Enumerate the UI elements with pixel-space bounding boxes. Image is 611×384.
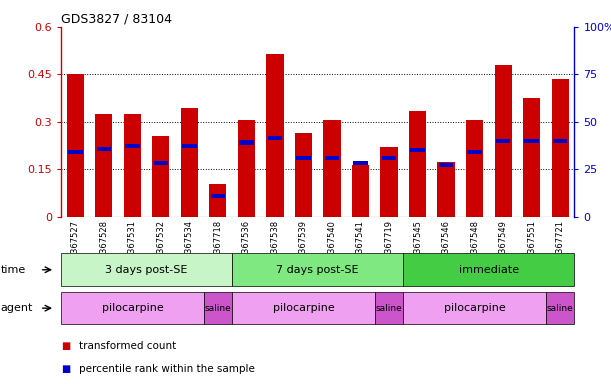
- Text: percentile rank within the sample: percentile rank within the sample: [79, 364, 255, 374]
- Bar: [403, 253, 574, 286]
- Bar: [95, 114, 112, 217]
- Bar: [466, 120, 483, 217]
- Bar: [182, 144, 197, 148]
- Bar: [61, 253, 232, 286]
- Bar: [211, 194, 225, 199]
- Text: transformed count: transformed count: [79, 341, 177, 351]
- Text: pilocarpine: pilocarpine: [101, 303, 163, 313]
- Text: time: time: [1, 265, 26, 275]
- Bar: [524, 139, 539, 143]
- Bar: [467, 150, 482, 154]
- Bar: [232, 253, 403, 286]
- Text: ■: ■: [61, 341, 70, 351]
- Bar: [125, 144, 140, 148]
- Bar: [61, 292, 203, 324]
- Bar: [437, 162, 455, 217]
- Bar: [403, 292, 546, 324]
- Bar: [352, 165, 369, 217]
- Bar: [409, 111, 426, 217]
- Bar: [97, 147, 111, 151]
- Text: GDS3827 / 83104: GDS3827 / 83104: [61, 13, 172, 26]
- Bar: [494, 65, 511, 217]
- Bar: [439, 163, 453, 167]
- Bar: [152, 136, 169, 217]
- Bar: [239, 141, 254, 144]
- Bar: [153, 161, 168, 165]
- Bar: [67, 74, 84, 217]
- Bar: [375, 292, 403, 324]
- Bar: [238, 120, 255, 217]
- Bar: [324, 156, 339, 161]
- Text: pilocarpine: pilocarpine: [444, 303, 505, 313]
- Bar: [181, 108, 198, 217]
- Bar: [203, 292, 232, 324]
- Text: saline: saline: [376, 304, 403, 313]
- Text: pilocarpine: pilocarpine: [273, 303, 334, 313]
- Bar: [382, 156, 397, 161]
- Bar: [232, 292, 375, 324]
- Bar: [553, 139, 568, 143]
- Bar: [546, 292, 574, 324]
- Text: saline: saline: [547, 304, 574, 313]
- Bar: [552, 79, 569, 217]
- Bar: [210, 184, 227, 217]
- Bar: [323, 120, 340, 217]
- Bar: [296, 156, 311, 161]
- Text: saline: saline: [205, 304, 232, 313]
- Bar: [353, 161, 368, 165]
- Bar: [266, 54, 284, 217]
- Bar: [523, 98, 540, 217]
- Bar: [124, 114, 141, 217]
- Text: 7 days post-SE: 7 days post-SE: [276, 265, 359, 275]
- Bar: [68, 150, 82, 154]
- Bar: [295, 133, 312, 217]
- Bar: [410, 148, 425, 152]
- Text: immediate: immediate: [459, 265, 519, 275]
- Text: agent: agent: [1, 303, 33, 313]
- Text: 3 days post-SE: 3 days post-SE: [106, 265, 188, 275]
- Bar: [381, 147, 398, 217]
- Text: ■: ■: [61, 364, 70, 374]
- Bar: [268, 136, 282, 140]
- Bar: [496, 139, 510, 143]
